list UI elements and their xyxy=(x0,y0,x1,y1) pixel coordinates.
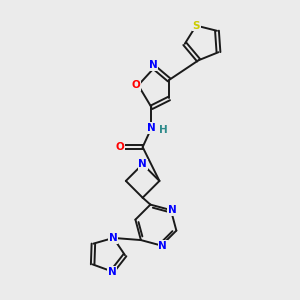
Text: H: H xyxy=(159,125,168,135)
Text: N: N xyxy=(138,159,147,169)
Text: N: N xyxy=(168,205,177,215)
Text: O: O xyxy=(131,80,140,90)
Text: S: S xyxy=(192,21,200,31)
Text: O: O xyxy=(115,142,124,152)
Text: N: N xyxy=(158,241,167,250)
Text: N: N xyxy=(108,266,117,277)
Text: N: N xyxy=(147,123,156,133)
Text: N: N xyxy=(109,233,118,243)
Text: N: N xyxy=(148,60,157,70)
